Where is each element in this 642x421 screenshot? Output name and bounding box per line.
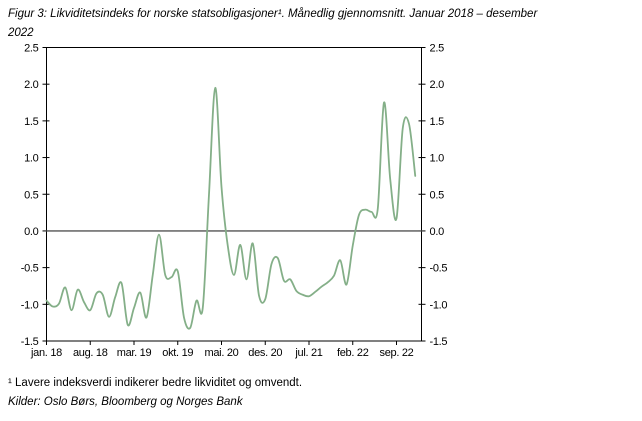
- y-tick-label-right: -1.5: [430, 336, 448, 348]
- y-tick-label-left: 2.0: [24, 79, 39, 91]
- y-tick-label-right: 2.0: [430, 79, 445, 91]
- y-tick-label-left: -1.0: [21, 299, 39, 311]
- y-tick-label-right: 0.0: [430, 226, 445, 238]
- y-tick-label-left: 0.5: [24, 189, 39, 201]
- y-tick-label-left: 1.5: [24, 116, 39, 128]
- x-tick-label: jul. 21: [294, 347, 322, 359]
- y-tick-label-left: -0.5: [21, 263, 39, 275]
- y-tick-label-right: 1.5: [430, 116, 445, 128]
- figure-title-line1: Figur 3: Likviditetsindeks for norske st…: [8, 8, 538, 20]
- y-tick-label-left: 0.0: [24, 226, 39, 238]
- y-tick-label-right: 1.0: [430, 153, 445, 165]
- y-tick-label-left: 1.0: [24, 153, 39, 165]
- x-tick-label: okt. 19: [162, 347, 193, 359]
- x-tick-label: feb. 22: [337, 347, 369, 359]
- y-axis: 2.5 2.5 2.0 2.0 1.5 1.5 1.0 1.0 0.5 0.5 0.0 0.0 -0.5…: [21, 43, 448, 349]
- x-tick-label: aug. 18: [73, 347, 108, 359]
- y-tick-label-right: 2.5: [430, 43, 445, 55]
- figure-title: Figur 3: Likviditetsindeks for norske st…: [8, 5, 628, 43]
- footnote: ¹ Lavere indeksverdi indikerer bedre lik…: [8, 377, 303, 389]
- x-tick-label: mar. 19: [117, 347, 152, 359]
- x-axis: jan. 18 aug. 18 mar. 19 okt. 19 mai. 20 des. …: [30, 341, 414, 359]
- series-line-likviditetsindeks: [45, 86, 417, 330]
- y-tick-label-right: -0.5: [430, 263, 448, 275]
- x-tick-label: des. 20: [248, 347, 282, 359]
- x-tick-label: mai. 20: [205, 347, 239, 359]
- x-tick-label: sep. 22: [380, 347, 414, 359]
- y-tick-label-right: -1.0: [430, 299, 448, 311]
- y-tick-label-right: 0.5: [430, 189, 445, 201]
- y-tick-label-left: 2.5: [24, 43, 39, 55]
- y-tick-label-left: -1.5: [21, 336, 39, 348]
- source-citation: Kilder: Oslo Børs, Bloomberg og Norges B…: [8, 396, 243, 408]
- figure-title-line2: 2022: [8, 27, 34, 39]
- x-tick-label: jan. 18: [30, 347, 62, 359]
